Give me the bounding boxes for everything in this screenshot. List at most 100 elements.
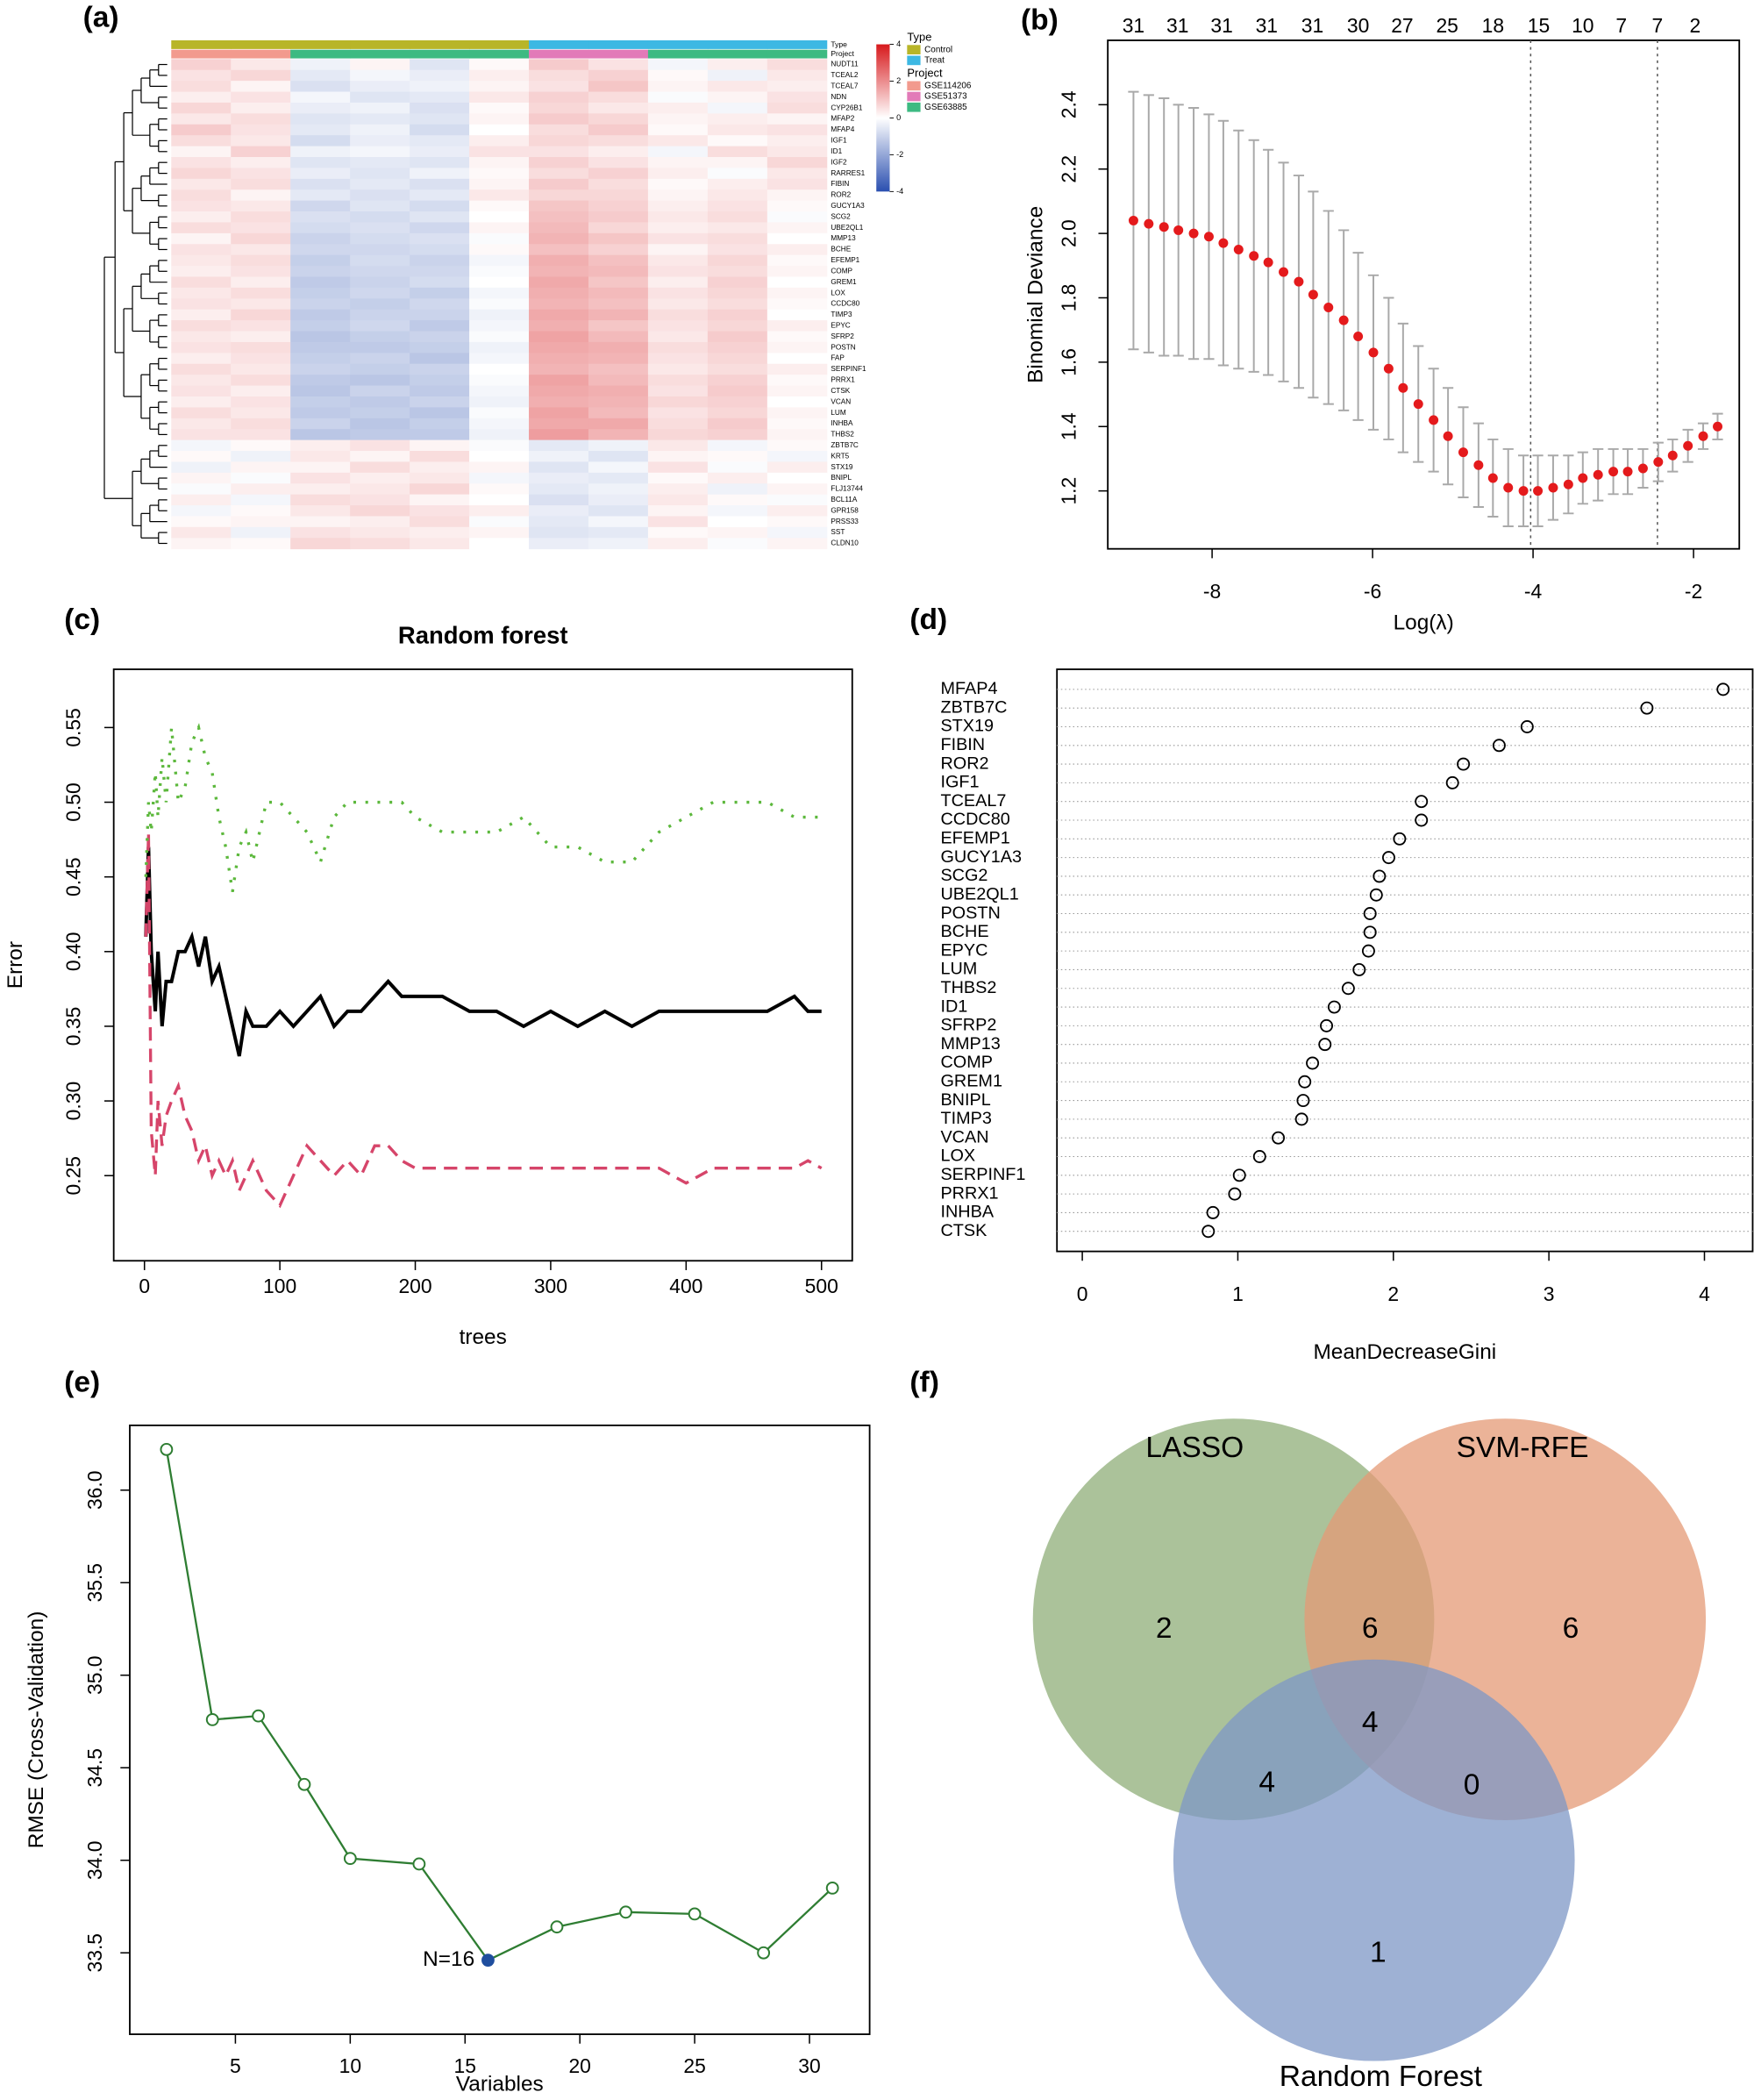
heatmap-cell — [231, 178, 291, 190]
annotation-cell — [410, 49, 470, 59]
heatmap-cell — [588, 298, 649, 311]
heatmap-cell — [588, 461, 649, 474]
point — [1457, 757, 1471, 771]
heatmap-cell — [231, 113, 291, 125]
heatmap-cell — [171, 178, 232, 190]
point — [1716, 682, 1730, 696]
heatmap-cell — [410, 472, 470, 484]
point — [1203, 232, 1214, 242]
point — [1578, 473, 1588, 483]
row-label: NUDT11 — [831, 61, 859, 68]
heatmap-cell — [766, 505, 828, 517]
heatmap-cell — [350, 526, 410, 539]
heatmap-cell — [766, 396, 828, 408]
heatmap-cell — [588, 385, 649, 397]
y-tick-label: 35.0 — [83, 1655, 106, 1695]
heatmap-cell — [290, 156, 351, 168]
color-scale-label: 0 — [896, 113, 901, 122]
color-scale-label: 2 — [896, 76, 901, 85]
category-label: TCEAL7 — [940, 791, 1006, 811]
heatmap-cell — [529, 396, 589, 408]
category-label: POSTN — [940, 904, 1000, 923]
point — [297, 1777, 311, 1791]
heatmap-cell — [707, 320, 768, 332]
category-label: PRRX1 — [940, 1183, 998, 1203]
heatmap-cell — [588, 178, 649, 190]
point — [1393, 832, 1407, 846]
point — [1608, 467, 1619, 477]
heatmap-cell — [647, 429, 709, 441]
heatmap-cell — [410, 309, 470, 321]
heatmap-cell — [469, 505, 530, 517]
region-count: 2 — [1156, 1612, 1173, 1645]
top-tick-label: 27 — [1391, 14, 1413, 37]
heatmap-cell — [529, 526, 589, 539]
heatmap-cell — [469, 156, 530, 168]
panel-label: (b) — [1021, 4, 1059, 36]
heatmap-cell — [647, 341, 709, 354]
y-tick-label: 2.2 — [1057, 155, 1080, 183]
heatmap-cell — [707, 276, 768, 289]
heatmap-cell — [647, 222, 709, 234]
row-label: FAP — [831, 354, 845, 362]
heatmap-cell — [231, 494, 291, 506]
heatmap-cell — [410, 385, 470, 397]
heatmap-cell — [529, 168, 589, 180]
x-tick-label: 10 — [339, 2054, 361, 2077]
x-tick-label: 25 — [683, 2054, 705, 2077]
heatmap-cell — [647, 494, 709, 506]
heatmap-cell — [529, 124, 589, 136]
set-label: LASSO — [1145, 1432, 1244, 1464]
heatmap-cell — [469, 200, 530, 212]
heatmap-cell — [588, 156, 649, 168]
heatmap-cell — [350, 451, 410, 462]
heatmap-cell — [171, 287, 232, 299]
heatmap-cell — [231, 211, 291, 223]
heatmap-cell — [350, 91, 410, 104]
heatmap-cell — [410, 407, 470, 419]
heatmap-cell — [410, 451, 470, 462]
point — [1363, 925, 1377, 939]
heatmap-cell — [410, 526, 470, 539]
heatmap-cell — [350, 483, 410, 496]
heatmap-cell — [171, 505, 232, 517]
point — [1429, 415, 1439, 425]
heatmap-cell — [350, 222, 410, 234]
heatmap-cell — [469, 102, 530, 114]
heatmap-cell — [290, 124, 351, 136]
heatmap-cell — [290, 69, 351, 82]
heatmap-cell — [231, 353, 291, 365]
heatmap-cell — [231, 375, 291, 387]
annotation-cell — [707, 49, 768, 59]
annotation-cell — [290, 49, 351, 59]
heatmap-cell — [529, 516, 589, 528]
point — [1128, 215, 1138, 225]
dendrogram — [103, 63, 168, 545]
heatmap-cell — [350, 59, 410, 71]
region-count: 0 — [1464, 1769, 1480, 1802]
heatmap-cell — [290, 232, 351, 245]
heatmap-cell — [231, 200, 291, 212]
row-label: BCHE — [831, 246, 851, 254]
heatmap-cell — [766, 375, 828, 387]
heatmap-cell — [171, 211, 232, 223]
heatmap-cell — [290, 331, 351, 343]
category-label: VCAN — [940, 1127, 988, 1146]
heatmap-cell — [410, 91, 470, 104]
point — [1252, 1150, 1266, 1163]
heatmap-cell — [647, 178, 709, 190]
heatmap-cell — [171, 407, 232, 419]
heatmap-cell — [766, 146, 828, 158]
row-label: MMP13 — [831, 234, 856, 242]
annotation: N=16 — [423, 1947, 474, 1971]
heatmap-cell — [410, 396, 470, 408]
heatmap-cell — [231, 168, 291, 180]
heatmap-cell — [290, 451, 351, 462]
x-tick-label: 0 — [1077, 1282, 1088, 1305]
heatmap-cell — [290, 276, 351, 289]
heatmap-cell — [171, 69, 232, 82]
legend-swatch — [907, 55, 921, 66]
y-tick-label: 0.50 — [61, 782, 84, 822]
heatmap-cell — [410, 483, 470, 496]
